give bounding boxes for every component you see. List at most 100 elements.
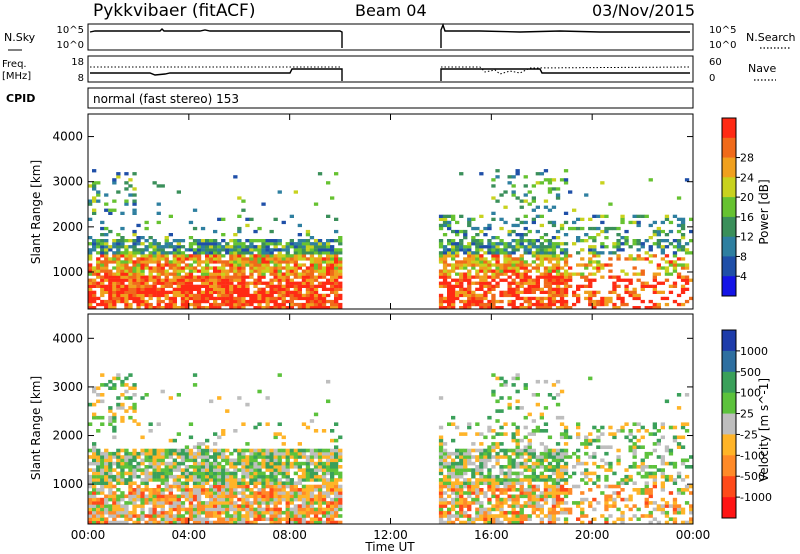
heatmap-cell xyxy=(491,442,496,446)
heatmap-cell xyxy=(543,272,549,276)
heatmap-cell xyxy=(447,287,452,291)
heatmap-cell xyxy=(555,275,561,279)
heatmap-cell xyxy=(475,251,480,255)
heatmap-cell xyxy=(660,461,665,466)
heatmap-cell xyxy=(338,491,343,495)
heatmap-cell xyxy=(600,251,605,255)
heatmap-cell xyxy=(281,451,286,456)
heatmap-cell xyxy=(160,514,165,518)
heatmap-cell xyxy=(92,290,97,294)
heatmap-cell xyxy=(285,520,290,525)
heatmap-cell xyxy=(297,481,302,485)
heatmap-cell xyxy=(233,494,238,499)
heatmap-cell xyxy=(192,510,198,515)
heatmap-cell xyxy=(684,266,690,270)
heatmap-cell xyxy=(515,248,520,252)
heatmap-cell xyxy=(237,214,242,218)
heatmap-cell xyxy=(301,510,307,515)
heatmap-cell xyxy=(511,184,516,188)
heatmap-cell xyxy=(604,497,609,502)
heatmap-cell xyxy=(511,494,516,499)
heatmap-cell xyxy=(640,488,645,492)
heatmap-cell xyxy=(511,223,516,228)
heatmap-cell xyxy=(96,251,101,255)
heatmap-cell xyxy=(301,278,307,282)
heatmap-cell xyxy=(132,281,137,285)
heatmap-cell xyxy=(196,275,202,279)
heatmap-cell xyxy=(592,226,597,231)
heatmap-cell xyxy=(326,242,331,246)
heatmap-cell xyxy=(136,248,141,252)
heatmap-cell xyxy=(455,263,460,267)
heatmap-cell xyxy=(503,448,508,453)
heatmap-cell xyxy=(555,293,561,298)
heatmap-cell xyxy=(640,245,645,249)
heatmap-cell xyxy=(438,217,444,221)
heatmap-cell xyxy=(479,504,484,508)
heatmap-cell xyxy=(237,491,242,495)
heatmap-cell xyxy=(285,484,290,489)
heatmap-cell xyxy=(257,471,262,476)
heatmap-cell xyxy=(217,287,222,291)
heatmap-cell xyxy=(680,445,686,449)
heatmap-cell xyxy=(100,520,105,525)
heatmap-cell xyxy=(200,448,206,453)
heatmap-cell xyxy=(148,497,153,502)
heatmap-cell xyxy=(305,520,311,525)
heatmap-cell xyxy=(168,501,173,505)
heatmap-cell xyxy=(200,474,206,479)
heatmap-cell xyxy=(108,257,113,261)
heatmap-cell xyxy=(487,287,492,291)
heatmap-cell xyxy=(676,272,682,276)
heatmap-cell xyxy=(442,275,448,279)
heatmap-cell xyxy=(467,488,472,492)
heatmap-cell xyxy=(495,419,500,423)
heatmap-cell xyxy=(511,190,516,194)
heatmap-cell xyxy=(289,284,294,288)
heatmap-cell xyxy=(180,458,186,463)
heatmap-cell xyxy=(144,293,149,298)
heatmap-cell xyxy=(309,510,315,515)
heatmap-cell xyxy=(491,517,496,521)
heatmap-cell xyxy=(568,491,573,495)
heatmap-cell xyxy=(616,257,621,261)
heatmap-cell xyxy=(471,497,476,502)
heatmap-cell xyxy=(628,507,633,512)
heatmap-cell xyxy=(124,269,129,273)
heatmap-cell xyxy=(144,520,149,525)
heatmap-cell xyxy=(132,520,137,525)
heatmap-cell xyxy=(253,455,258,459)
heatmap-cell xyxy=(124,376,129,381)
heatmap-cell xyxy=(459,510,464,515)
heatmap-cell xyxy=(245,302,250,307)
heatmap-cell xyxy=(249,248,254,252)
heatmap-cell xyxy=(547,488,553,492)
heatmap-cell xyxy=(487,248,492,252)
heatmap-cell xyxy=(608,497,613,502)
heatmap-cell xyxy=(120,269,125,273)
heatmap-cell xyxy=(160,287,165,291)
heatmap-cell xyxy=(592,260,597,264)
heatmap-cell xyxy=(192,373,198,377)
heatmap-cell xyxy=(330,465,335,469)
heatmap-cell xyxy=(112,302,117,307)
heatmap-cell xyxy=(535,474,540,479)
heatmap-cell xyxy=(588,272,593,276)
heatmap-cell xyxy=(624,257,629,261)
heatmap-cell xyxy=(624,481,629,485)
heatmap-cell xyxy=(301,293,307,298)
heatmap-cell xyxy=(442,448,448,453)
heatmap-cell xyxy=(152,257,157,261)
heatmap-cell xyxy=(104,468,109,472)
heatmap-cell xyxy=(285,287,290,291)
heatmap-cell xyxy=(124,287,129,291)
heatmap-cell xyxy=(519,465,524,469)
heatmap-cell xyxy=(511,471,516,476)
heatmap-cell xyxy=(511,504,516,508)
heatmap-cell xyxy=(499,501,504,505)
heatmap-cell xyxy=(152,451,157,456)
heatmap-cell xyxy=(180,299,186,304)
heatmap-cell xyxy=(176,465,181,469)
heatmap-cell xyxy=(140,504,145,508)
heatmap-cell xyxy=(326,481,331,485)
